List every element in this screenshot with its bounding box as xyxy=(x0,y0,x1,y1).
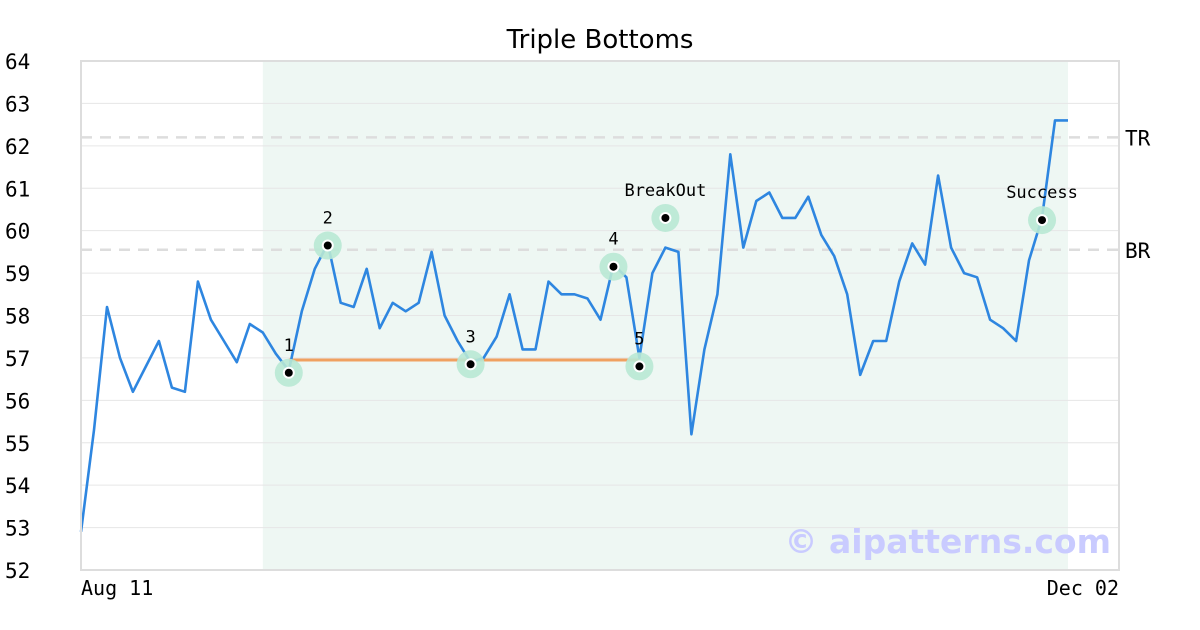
y-axis: 52 53 54 55 56 57 58 59 60 61 62 63 64 xyxy=(5,50,30,583)
annotation-label: 3 xyxy=(465,327,475,347)
y-tick-label: 59 xyxy=(5,262,30,286)
chart-title: Triple Bottoms xyxy=(506,25,694,55)
annotation-label: 2 xyxy=(323,209,333,229)
grid xyxy=(81,60,1119,571)
marker-point xyxy=(321,239,334,252)
marker-point xyxy=(633,360,646,373)
marker-point xyxy=(659,211,672,224)
annotation-label: 1 xyxy=(284,336,294,356)
y-tick-label: 61 xyxy=(5,177,30,201)
y-tick-label: 54 xyxy=(5,474,30,498)
y-tick-label: 52 xyxy=(5,559,30,583)
x-tick-label: Aug 11 xyxy=(81,576,153,600)
marker-point xyxy=(282,366,295,379)
annotation-label: BreakOut xyxy=(624,181,706,201)
reference-lines: TR BR xyxy=(81,126,1151,263)
x-axis: Aug 11 Dec 02 xyxy=(81,576,1119,600)
y-tick-label: 63 xyxy=(5,92,30,116)
annotation-label: Success xyxy=(1006,183,1078,203)
y-tick-label: 56 xyxy=(5,389,30,413)
y-tick-label: 55 xyxy=(5,432,30,456)
y-tick-label: 57 xyxy=(5,347,30,371)
annotation-label: 5 xyxy=(634,329,644,349)
y-tick-label: 62 xyxy=(5,135,30,159)
watermark: © aipatterns.com xyxy=(785,522,1111,561)
marker-point xyxy=(464,358,477,371)
series xyxy=(79,119,1068,532)
marker-point xyxy=(607,260,620,273)
annotation-label: 4 xyxy=(608,230,618,250)
y-tick-label: 64 xyxy=(5,50,30,74)
y-tick-label: 53 xyxy=(5,517,30,541)
reference-label: BR xyxy=(1125,239,1151,263)
y-tick-label: 60 xyxy=(5,220,30,244)
price-line xyxy=(79,119,1068,532)
y-tick-label: 58 xyxy=(5,305,30,329)
reference-label: TR xyxy=(1125,126,1151,150)
markers: 1 2 3 4 5 BreakOut Success xyxy=(274,181,1078,387)
x-tick-label: Dec 02 xyxy=(1047,576,1119,600)
marker-point xyxy=(1036,214,1049,227)
plot-frame xyxy=(80,60,1120,571)
